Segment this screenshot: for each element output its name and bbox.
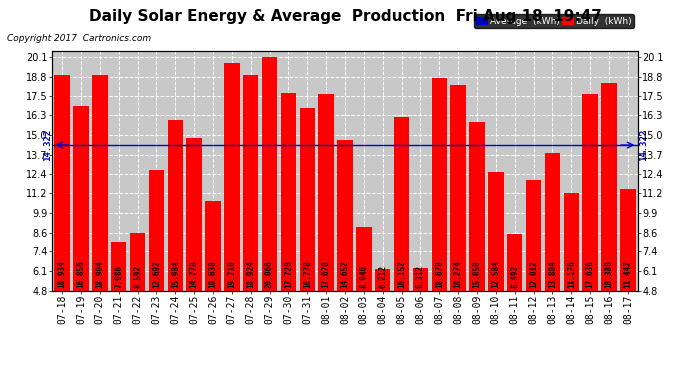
Bar (186, 138, 202, 291)
Bar (356, 227, 372, 291)
Bar (413, 267, 428, 291)
Text: 6.312: 6.312 (416, 265, 425, 288)
Bar (299, 108, 315, 291)
Text: 20.066: 20.066 (265, 261, 274, 288)
Text: 14.778: 14.778 (190, 261, 199, 288)
Bar (394, 117, 409, 291)
Text: 18.274: 18.274 (453, 261, 463, 288)
Bar (488, 172, 504, 291)
Text: 18.678: 18.678 (435, 261, 444, 288)
Bar (205, 201, 221, 291)
Text: 6.212: 6.212 (378, 265, 387, 288)
Bar (582, 94, 598, 291)
Bar (168, 120, 183, 291)
Text: 7.986: 7.986 (115, 265, 124, 288)
Text: Daily Solar Energy & Average  Production  Fri Aug 18  19:47: Daily Solar Energy & Average Production … (88, 9, 602, 24)
Bar (620, 189, 635, 291)
Bar (55, 75, 70, 291)
Text: 12.012: 12.012 (529, 261, 538, 288)
Text: 11.176: 11.176 (566, 261, 575, 288)
Bar (431, 78, 447, 291)
Bar (544, 153, 560, 291)
Text: 15.984: 15.984 (170, 261, 180, 288)
Text: 14.322: 14.322 (43, 129, 52, 161)
Bar (375, 269, 391, 291)
Text: 17.636: 17.636 (586, 261, 595, 288)
Text: 10.638: 10.638 (208, 261, 217, 288)
Text: Copyright 2017  Cartronics.com: Copyright 2017 Cartronics.com (7, 34, 151, 43)
Text: 8.592: 8.592 (133, 265, 142, 288)
Text: 18.924: 18.924 (246, 261, 255, 288)
Text: 18.904: 18.904 (95, 261, 104, 288)
Text: 13.804: 13.804 (548, 261, 557, 288)
Text: 14.322: 14.322 (639, 129, 648, 161)
Text: 15.858: 15.858 (473, 261, 482, 288)
Bar (469, 122, 485, 291)
Text: 8.492: 8.492 (510, 265, 520, 288)
Text: 18.380: 18.380 (604, 261, 613, 288)
Text: 16.778: 16.778 (303, 261, 312, 288)
Bar (601, 83, 617, 291)
Text: 16.856: 16.856 (77, 261, 86, 288)
Text: 14.652: 14.652 (340, 261, 350, 288)
Text: 17.670: 17.670 (322, 261, 331, 288)
Text: 11.442: 11.442 (623, 261, 632, 288)
Text: 17.720: 17.720 (284, 261, 293, 288)
Legend: Average  (kWh), Daily  (kWh): Average (kWh), Daily (kWh) (474, 14, 633, 28)
Bar (564, 193, 579, 291)
Bar (507, 234, 522, 291)
Bar (262, 57, 277, 291)
Bar (337, 140, 353, 291)
Bar (92, 75, 108, 291)
Text: 18.934: 18.934 (58, 261, 67, 288)
Bar (111, 242, 126, 291)
Bar (148, 170, 164, 291)
Bar (318, 94, 334, 291)
Bar (281, 93, 296, 291)
Bar (224, 63, 239, 291)
Text: 12.584: 12.584 (491, 261, 500, 288)
Bar (451, 85, 466, 291)
Bar (130, 232, 146, 291)
Text: 19.710: 19.710 (227, 261, 237, 288)
Text: 16.152: 16.152 (397, 261, 406, 288)
Bar (73, 106, 89, 291)
Bar (526, 180, 542, 291)
Bar (243, 75, 259, 291)
Text: 12.692: 12.692 (152, 261, 161, 288)
Text: 8.946: 8.946 (359, 265, 368, 288)
